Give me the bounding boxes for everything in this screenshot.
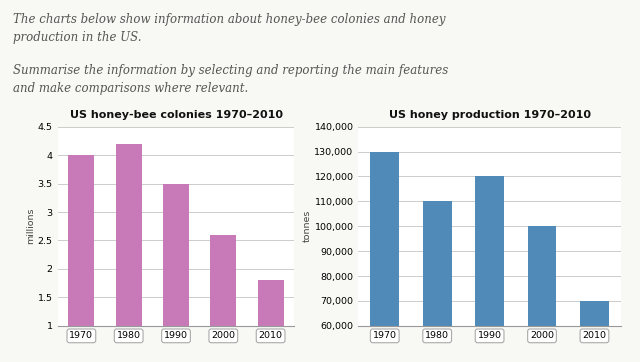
Bar: [371, 152, 399, 362]
Bar: [68, 155, 94, 362]
Text: The charts below show information about honey-bee colonies and honey
production : The charts below show information about …: [13, 13, 445, 44]
Title: US honey-bee colonies 1970–2010: US honey-bee colonies 1970–2010: [70, 110, 282, 121]
Bar: [116, 144, 141, 362]
Bar: [580, 301, 609, 362]
Text: Summarise the information by selecting and reporting the main features
and make : Summarise the information by selecting a…: [13, 64, 448, 95]
Bar: [258, 280, 284, 362]
Bar: [527, 226, 556, 362]
Title: US honey production 1970–2010: US honey production 1970–2010: [388, 110, 591, 121]
Bar: [423, 201, 452, 362]
Y-axis label: millions: millions: [26, 208, 35, 244]
Bar: [475, 176, 504, 362]
Y-axis label: tonnes: tonnes: [303, 210, 312, 243]
Bar: [163, 184, 189, 362]
Bar: [211, 235, 236, 362]
